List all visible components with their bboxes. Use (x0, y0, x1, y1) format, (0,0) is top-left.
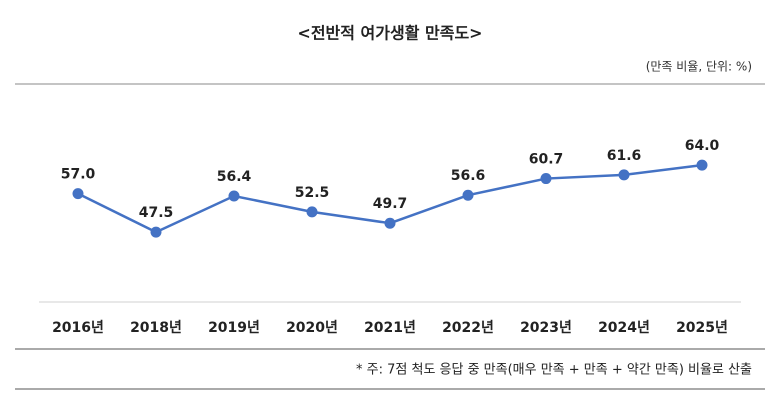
value-label: 52.5 (295, 185, 330, 201)
chart-title: <전반적 여가생활 만족도> (297, 24, 482, 43)
value-label: 49.7 (373, 196, 408, 212)
footnote: * 주: 7점 척도 응답 중 만족(매우 만족 + 만족 + 약간 만족) 비… (356, 363, 752, 378)
value-label: 56.6 (451, 168, 486, 184)
unit-note: (만족 비율, 단위: %) (646, 60, 752, 74)
x-tick-label: 2024년 (598, 320, 650, 336)
value-label: 56.4 (217, 169, 252, 185)
value-label: 47.5 (139, 205, 174, 221)
x-tick-label: 2022년 (442, 320, 494, 336)
x-tick-label: 2018년 (130, 320, 182, 336)
point (72, 188, 84, 200)
value-label: 61.6 (607, 148, 642, 164)
x-tick-label: 2021년 (364, 320, 416, 336)
point (384, 217, 396, 229)
point (228, 190, 240, 202)
point (618, 169, 630, 181)
x-tick-label: 2016년 (52, 320, 104, 336)
point (306, 206, 318, 218)
value-label: 57.0 (61, 167, 96, 183)
value-label: 64.0 (685, 138, 720, 154)
point (462, 189, 474, 201)
point (540, 173, 552, 185)
x-tick-label: 2023년 (520, 320, 572, 336)
point (150, 226, 162, 238)
x-tick-label: 2019년 (208, 320, 260, 336)
point (696, 159, 708, 171)
x-tick-label: 2020년 (286, 320, 338, 336)
x-tick-label: 2025년 (676, 320, 728, 336)
value-label: 60.7 (529, 152, 564, 168)
